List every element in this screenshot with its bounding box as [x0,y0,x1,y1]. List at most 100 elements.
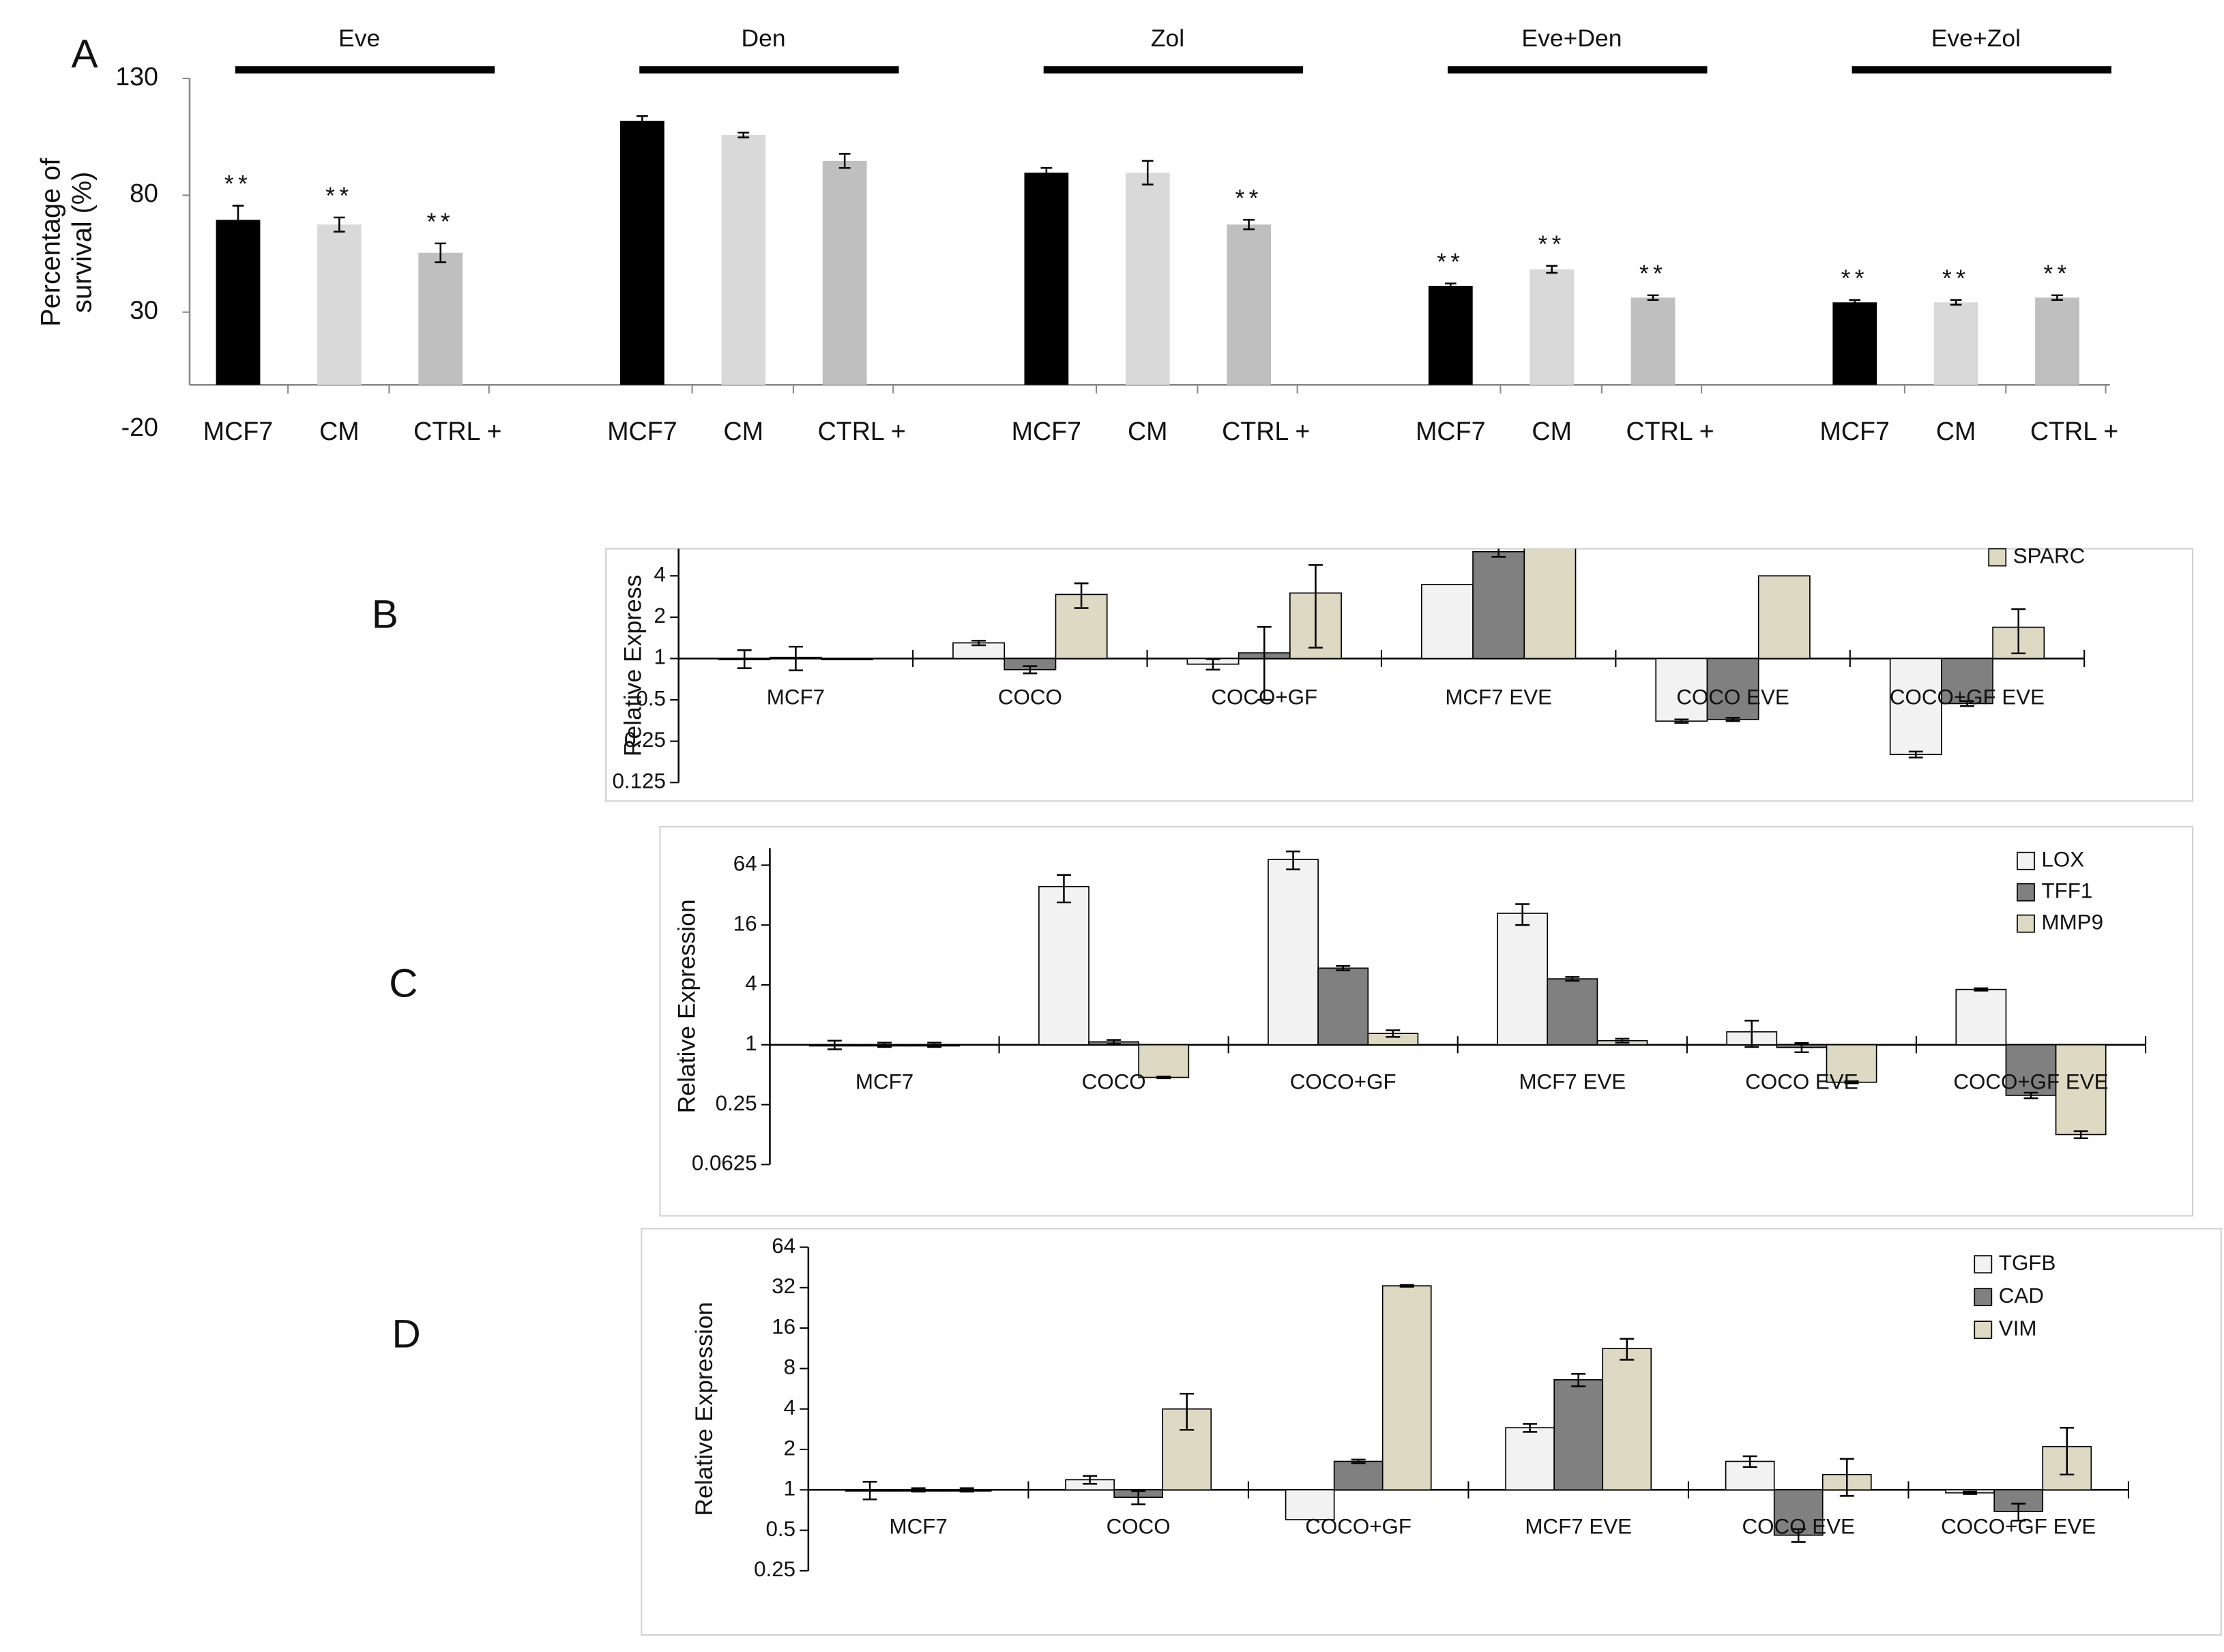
significance-label: ** [1437,248,1464,276]
significance-label: ** [1235,184,1263,211]
x-tick-label: MCF7 [1012,417,1081,445]
legend-swatch [2017,851,2035,870]
bar [216,220,261,385]
y-tick-label: 64 [772,1234,795,1258]
bar [822,160,867,385]
bar [821,658,874,660]
legend-swatch [1974,1255,1993,1273]
x-tick-label: CTRL + [2030,417,2118,445]
group-label: Eve [338,25,380,52]
panel-frame [605,548,2194,802]
x-tick-label: COCO EVE [1676,685,1789,709]
panel-label: B [372,592,398,636]
legend-label: MMP9 [2042,910,2104,934]
bar [1530,269,1575,385]
x-tick-label: COCO EVE [1742,1514,1855,1538]
y-tick-label: 4 [784,1396,795,1419]
legend-label: VIM [1999,1316,2037,1340]
y-tick-label: 0.25 [754,1557,795,1581]
x-tick-label: MCF7 [203,417,273,445]
significance-label: ** [224,171,252,198]
x-tick-label: MCF7 [607,417,677,445]
legend-swatch [2017,883,2035,902]
bar [721,134,766,385]
significance-label: ** [1942,265,1970,292]
x-tick-label: CM [724,417,764,445]
x-tick-label: COCO EVE [1745,1070,1858,1093]
panel-label: A [71,32,98,76]
significance-label: ** [1538,231,1566,258]
y-tick-label: 32 [772,1274,795,1298]
x-tick-label: COCO+GF EVE [1941,1514,2096,1538]
y-tick-label: 4 [654,563,665,587]
x-tick-label: CM [319,417,360,445]
bar [1227,224,1272,385]
bar [1428,286,1473,385]
x-tick-label: CTRL + [818,417,906,445]
legend-swatch [2017,914,2035,933]
x-tick-label: COCO+GF EVE [1890,685,2045,709]
x-tick-label: CM [1532,417,1572,445]
significance-label: ** [2043,260,2071,287]
x-tick-label: CM [1128,417,1168,445]
x-tick-label: CTRL + [413,417,501,445]
panel-frame [641,1228,2222,1636]
y-tick-label: 0.0625 [692,1151,757,1175]
bar [1630,297,1676,385]
x-tick-label: MCF7 [1416,417,1485,445]
group-label: Eve+Den [1521,25,1622,52]
bar [2005,1044,2057,1096]
x-tick-label: COCO+GF [1290,1070,1396,1093]
legend-label: TGFB [1999,1251,2056,1275]
bar [1553,1379,1604,1491]
x-tick-label: MCF7 EVE [1519,1070,1626,1093]
y-tick-label: 1 [784,1477,795,1501]
x-tick-label: MCF7 [767,685,825,709]
x-tick-label: MCF7 EVE [1525,1514,1632,1538]
panel-frame [659,826,2194,1217]
legend-swatch [1988,548,2007,567]
x-tick-label: COCO+GF [1211,685,1317,709]
y-tick-label: 0.5 [766,1517,796,1541]
bar [1547,978,1598,1046]
y-tick-label: -20 [121,413,158,441]
bar [1505,1427,1555,1491]
y-tick-label: 1 [654,645,665,669]
y-tick-label: 0.25 [716,1091,757,1115]
bar [1125,173,1170,385]
bar [1773,1489,1824,1536]
y-tick-label: 0.25 [624,728,666,752]
bar [1381,1285,1432,1491]
bar [1757,575,1811,660]
y-tick-label: 0.5 [636,686,666,710]
y-tick-label: 64 [733,852,757,876]
y-axis-label-line: Percentage of [36,158,66,327]
group-label: Zol [1151,25,1184,52]
y-axis-label: Relative Expression [690,1302,718,1516]
x-tick-label: COCO [998,685,1062,709]
y-tick-label: 30 [130,296,158,325]
y-axis-label-line: survival (%) [68,172,98,313]
bar [1497,913,1549,1046]
x-tick-label: COCO [1107,1514,1171,1538]
x-tick-label: MCF7 [1820,417,1890,445]
bar [620,121,664,385]
group-label: Den [741,25,785,52]
x-tick-label: CTRL + [1222,417,1310,445]
bar [317,224,362,385]
bar [1333,1460,1384,1491]
significance-label: ** [1639,260,1667,287]
y-tick-label: 1 [745,1031,757,1055]
y-tick-label: 8 [784,1355,795,1379]
bar [1889,658,1942,756]
y-tick-label: 16 [733,911,757,935]
y-tick-label: 16 [772,1314,795,1338]
bar [1472,550,1525,660]
y-tick-label: 2 [654,604,665,628]
bar [1024,173,1069,385]
bar [1420,584,1474,660]
significance-label: ** [325,182,353,209]
panel-label: D [392,1312,420,1357]
x-tick-label: MCF7 [890,1514,948,1538]
